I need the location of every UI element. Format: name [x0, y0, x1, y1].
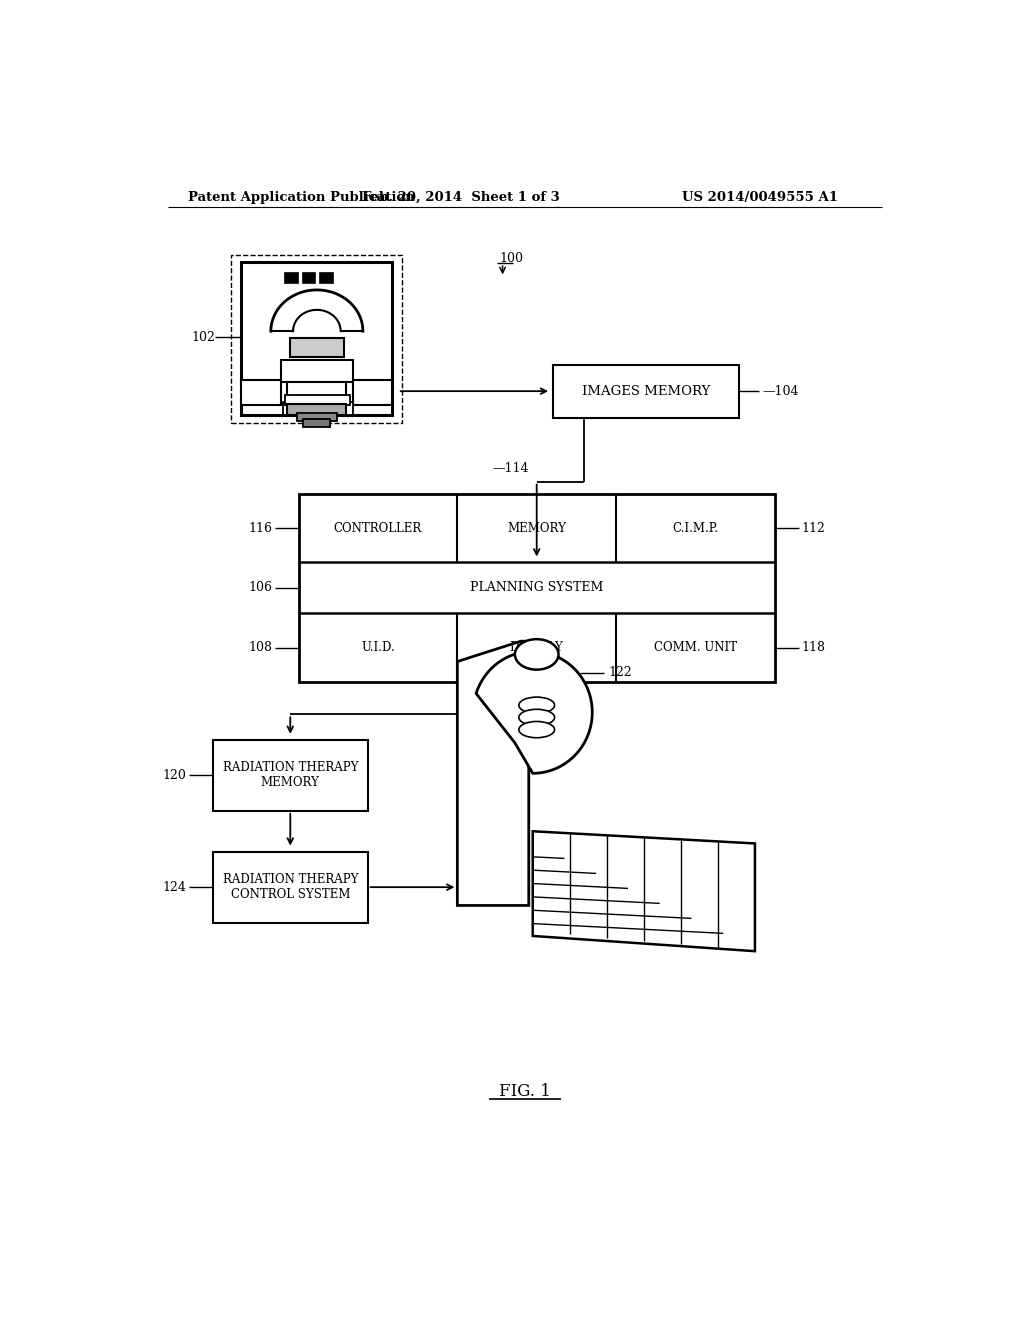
- Bar: [299, 494, 775, 682]
- Text: Feb. 20, 2014  Sheet 1 of 3: Feb. 20, 2014 Sheet 1 of 3: [362, 190, 560, 203]
- Bar: [242, 263, 392, 414]
- Ellipse shape: [519, 709, 555, 726]
- Bar: [321, 273, 333, 284]
- Text: 122: 122: [608, 667, 632, 680]
- Text: 116: 116: [249, 521, 272, 535]
- Text: 106: 106: [249, 581, 272, 594]
- Ellipse shape: [519, 697, 555, 713]
- Bar: [282, 359, 352, 381]
- Text: 102: 102: [191, 331, 215, 343]
- Text: CONTROLLER: CONTROLLER: [334, 521, 422, 535]
- Text: C.I.M.P.: C.I.M.P.: [673, 521, 719, 535]
- Ellipse shape: [515, 639, 558, 669]
- Bar: [287, 404, 346, 414]
- Text: DISPLAY: DISPLAY: [510, 642, 563, 653]
- Text: 124: 124: [163, 880, 186, 894]
- Bar: [303, 273, 315, 284]
- Bar: [213, 851, 368, 923]
- Text: 112: 112: [801, 521, 825, 535]
- Bar: [287, 381, 346, 405]
- Text: RADIATION THERAPY
MEMORY: RADIATION THERAPY MEMORY: [222, 762, 358, 789]
- Text: RADIATION THERAPY
CONTROL SYSTEM: RADIATION THERAPY CONTROL SYSTEM: [222, 873, 358, 902]
- Bar: [231, 255, 401, 422]
- Text: MEMORY: MEMORY: [507, 521, 566, 535]
- Bar: [283, 403, 352, 414]
- Text: —114: —114: [493, 462, 528, 475]
- Bar: [473, 744, 527, 814]
- Text: 108: 108: [249, 642, 272, 653]
- Bar: [213, 739, 368, 810]
- Text: US 2014/0049555 A1: US 2014/0049555 A1: [682, 190, 839, 203]
- Bar: [303, 418, 331, 426]
- Bar: [285, 273, 298, 284]
- Text: FIG. 1: FIG. 1: [499, 1082, 551, 1100]
- Polygon shape: [458, 642, 528, 906]
- Text: 100: 100: [500, 252, 523, 264]
- Bar: [297, 412, 337, 421]
- Bar: [352, 380, 392, 405]
- Text: PLANNING SYSTEM: PLANNING SYSTEM: [470, 581, 603, 594]
- Text: 118: 118: [801, 642, 825, 653]
- Text: Patent Application Publication: Patent Application Publication: [187, 190, 415, 203]
- Text: COMM. UNIT: COMM. UNIT: [654, 642, 737, 653]
- Bar: [553, 364, 739, 417]
- Text: 120: 120: [163, 768, 186, 781]
- Polygon shape: [476, 651, 592, 774]
- Text: IMAGES MEMORY: IMAGES MEMORY: [582, 384, 710, 397]
- Ellipse shape: [519, 722, 555, 738]
- Bar: [481, 758, 519, 801]
- Text: —110: —110: [549, 693, 585, 706]
- Bar: [285, 395, 350, 405]
- Text: U.I.D.: U.I.D.: [361, 642, 395, 653]
- Bar: [242, 380, 282, 405]
- Bar: [290, 338, 344, 356]
- Text: —104: —104: [763, 384, 800, 397]
- Polygon shape: [532, 832, 755, 952]
